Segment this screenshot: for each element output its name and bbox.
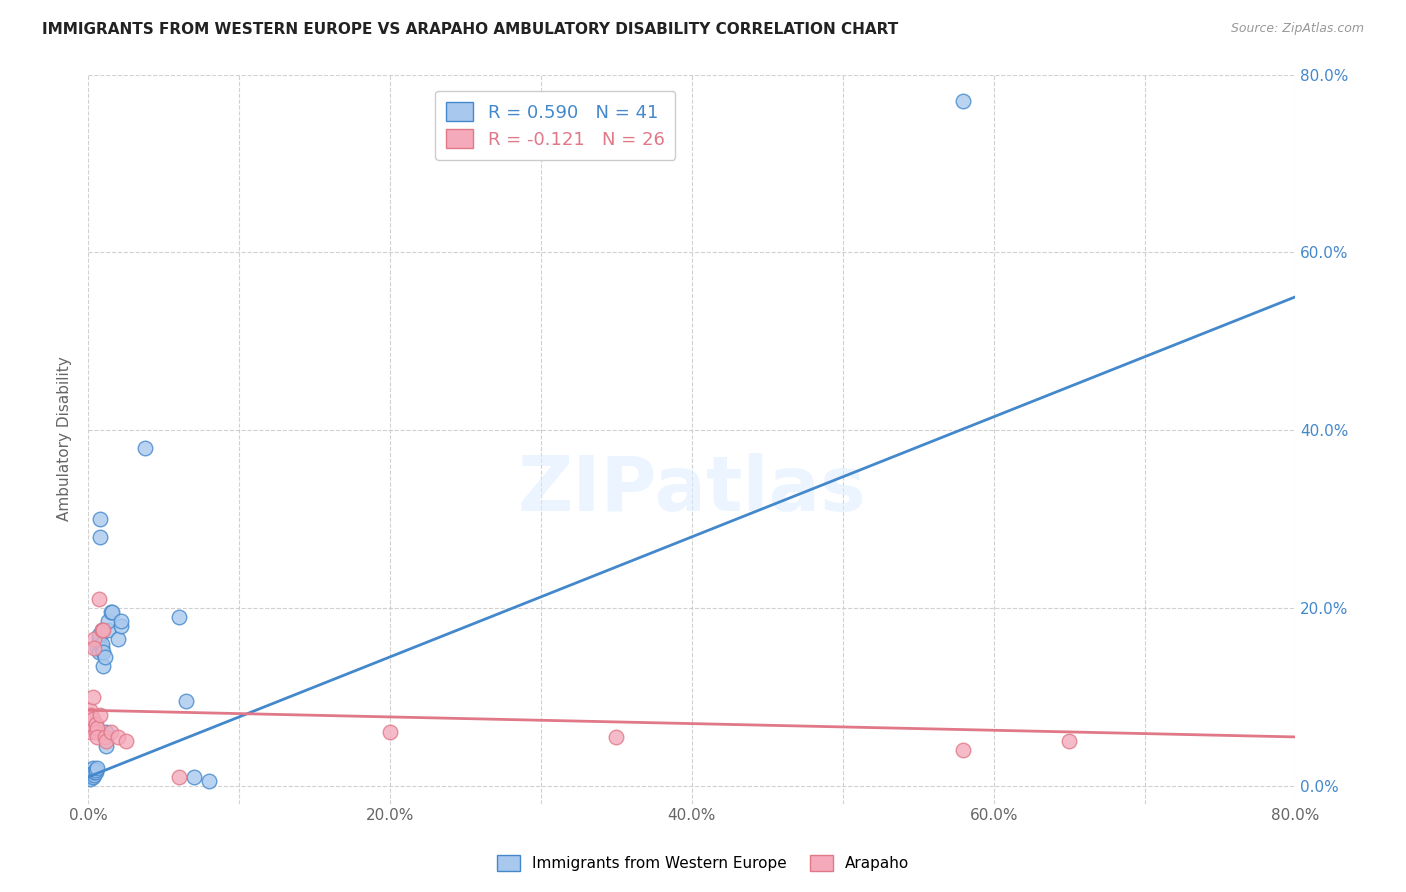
Point (107, 632, 129, 647)
Point (87, 628, 110, 642)
Point (82, 761, 104, 775)
Point (82, 770, 104, 784)
Point (86, 761, 108, 775)
Point (83, 632, 105, 647)
Legend: Immigrants from Western Europe, Arapaho: Immigrants from Western Europe, Arapaho (491, 849, 915, 877)
Point (174, 694, 197, 708)
Point (96, 734, 118, 748)
Point (96, 725, 118, 739)
Point (198, 774, 221, 789)
Point (79, 725, 101, 739)
Point (83, 640, 105, 655)
Point (83, 768, 105, 782)
Point (378, 725, 401, 739)
Point (80, 768, 103, 782)
Point (87, 645, 110, 659)
Text: Source: ZipAtlas.com: Source: ZipAtlas.com (1230, 22, 1364, 36)
Point (87, 592, 110, 607)
Point (89, 512, 111, 526)
Point (84, 716, 107, 731)
Point (89, 530, 111, 544)
Point (86, 730, 108, 744)
Point (80, 765, 103, 780)
Point (79, 772, 101, 786)
Point (82, 766, 104, 780)
Point (90, 624, 112, 638)
Point (80, 763, 103, 777)
Legend: R = 0.590   N = 41, R = -0.121   N = 26: R = 0.590 N = 41, R = -0.121 N = 26 (436, 91, 675, 160)
Point (79, 768, 101, 782)
Point (91, 624, 114, 638)
Point (86, 721, 108, 735)
Point (96, 739, 118, 753)
Point (97, 615, 120, 629)
Point (91, 645, 114, 659)
Point (80, 707, 103, 722)
Point (89, 707, 111, 722)
Point (84, 763, 107, 777)
Point (134, 441, 156, 455)
Point (83, 764, 105, 779)
Point (1057, 734, 1080, 748)
Point (79, 770, 101, 784)
Point (97, 624, 120, 638)
Point (94, 730, 117, 744)
Point (90, 640, 112, 655)
Point (100, 606, 122, 620)
Point (86, 640, 108, 655)
Point (101, 606, 124, 620)
Text: ZIPatlas: ZIPatlas (517, 453, 866, 527)
Point (100, 725, 122, 739)
Point (84, 765, 107, 780)
Point (84, 725, 107, 739)
Point (80, 716, 103, 731)
Point (167, 770, 190, 784)
Point (110, 615, 132, 629)
Point (183, 770, 205, 784)
Point (90, 636, 112, 650)
Point (115, 734, 138, 748)
Point (605, 730, 627, 744)
Point (91, 658, 114, 673)
Point (167, 610, 190, 624)
Y-axis label: Ambulatory Disability: Ambulatory Disability (58, 357, 72, 522)
Point (107, 730, 129, 744)
Text: IMMIGRANTS FROM WESTERN EUROPE VS ARAPAHO AMBULATORY DISABILITY CORRELATION CHAR: IMMIGRANTS FROM WESTERN EUROPE VS ARAPAH… (42, 22, 898, 37)
Point (94, 649, 117, 664)
Point (110, 619, 132, 633)
Point (952, 743, 974, 757)
Point (952, 94, 974, 108)
Point (90, 624, 112, 638)
Point (79, 703, 101, 717)
Point (82, 690, 104, 704)
Point (82, 712, 104, 726)
Point (87, 632, 110, 647)
